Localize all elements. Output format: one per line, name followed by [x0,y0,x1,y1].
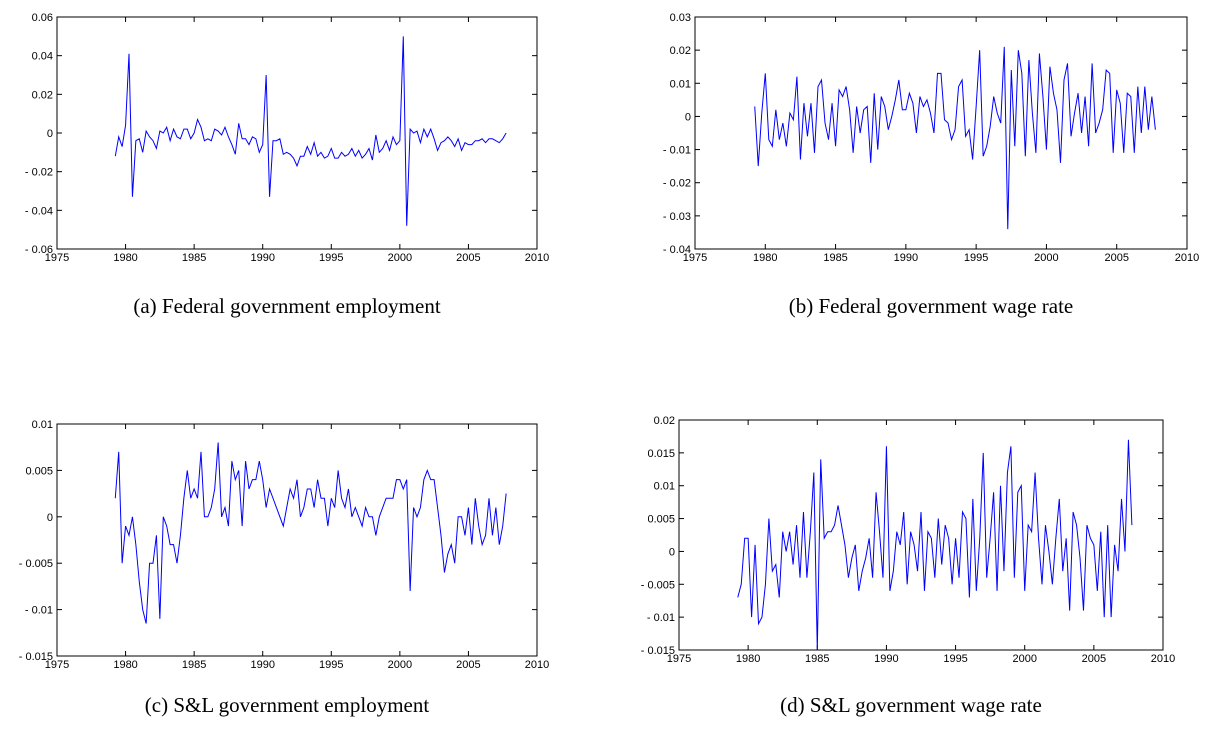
x-tick-label: 1980 [736,653,760,665]
x-tick-label: 1990 [250,659,274,671]
y-tick-label: - 0.06 [25,244,53,256]
x-tick-label: 2010 [1151,653,1175,665]
x-tick-label: 1975 [45,659,69,671]
x-tick-label: 1990 [250,252,274,264]
plot-area [56,16,538,250]
y-tick-label: 0.02 [32,89,53,101]
y-tick-label: - 0.02 [25,167,53,179]
x-tick-label: 2010 [525,252,549,264]
y-tick-label: - 0.02 [663,178,691,190]
y-tick-label: 0.03 [670,12,691,24]
y-tick-label: - 0.01 [25,605,53,617]
y-tick-label: 0.04 [32,51,53,63]
y-tick-label: 0.02 [670,45,691,57]
y-tick-label: - 0.01 [647,612,675,624]
data-line [114,36,507,226]
x-tick-label: 2010 [525,659,549,671]
x-tick-label: 2005 [456,252,480,264]
y-tick-label: 0.06 [32,12,53,24]
x-tick-label: 2005 [456,659,480,671]
x-tick-label: 1980 [113,659,137,671]
x-tick-label: 1995 [319,252,343,264]
y-tick-label: - 0.04 [25,205,53,217]
x-tick-label: 1990 [874,653,898,665]
x-tick-label: 1980 [753,252,777,264]
caption: (c) S&L government employment [145,693,430,717]
x-tick-label: 2000 [1012,653,1036,665]
x-tick-label: 1975 [45,252,69,264]
y-tick-label: 0.02 [654,415,675,427]
y-tick-label: 0 [685,111,691,123]
y-tick-label: 0.01 [654,481,675,493]
x-tick-label: 2010 [1175,252,1199,264]
x-tick-label: 1995 [319,659,343,671]
x-tick-label: 2000 [388,659,412,671]
x-tick-label: 2005 [1104,252,1128,264]
y-tick-label: 0.005 [25,465,53,477]
caption: (a) Federal government employment [133,294,440,318]
y-tick-label: 0.01 [32,419,53,431]
x-tick-label: 2000 [1034,252,1058,264]
plot-area [678,419,1164,651]
y-tick-label: - 0.015 [641,645,675,657]
x-tick-label: 1975 [683,252,707,264]
caption: (d) S&L government wage rate [780,693,1042,717]
x-tick-label: 1985 [182,659,206,671]
x-tick-label: 1985 [823,252,847,264]
data-line [754,46,1156,230]
y-tick-label: - 0.015 [19,651,53,663]
x-tick-label: 1985 [182,252,206,264]
y-tick-label: - 0.01 [663,145,691,157]
x-tick-label: 1990 [894,252,918,264]
y-tick-label: 0.005 [647,514,675,526]
x-tick-label: 2005 [1082,653,1106,665]
plot-area [56,423,538,657]
y-tick-label: - 0.005 [641,579,675,591]
y-tick-label: 0 [47,512,53,524]
y-tick-label: - 0.03 [663,211,691,223]
plot-area [694,16,1188,250]
y-tick-label: 0 [47,128,53,140]
x-tick-label: 1995 [943,653,967,665]
data-line [737,439,1133,651]
x-tick-label: 1980 [113,252,137,264]
caption: (b) Federal government wage rate [789,294,1074,318]
y-tick-label: - 0.005 [19,558,53,570]
x-tick-label: 1995 [964,252,988,264]
y-tick-label: 0.015 [647,448,675,460]
data-line [114,442,507,624]
y-tick-label: 0 [669,546,675,558]
y-tick-label: 0.01 [670,78,691,90]
x-tick-label: 1975 [667,653,691,665]
x-tick-label: 1985 [805,653,829,665]
x-tick-label: 2000 [388,252,412,264]
y-tick-label: - 0.04 [663,244,691,256]
